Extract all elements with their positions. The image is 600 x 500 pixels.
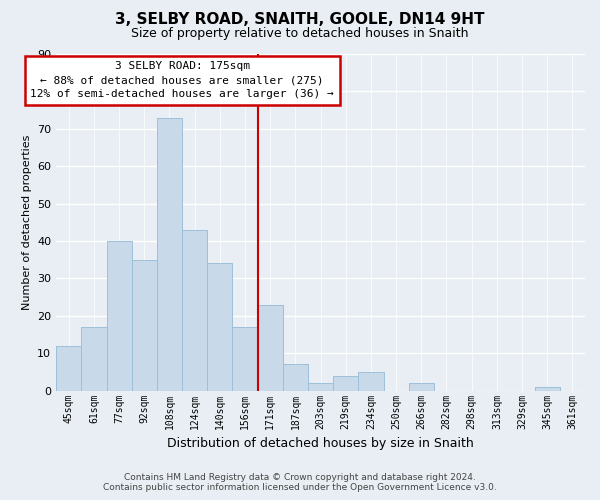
Bar [82, 327, 107, 390]
Bar [308, 383, 333, 390]
Text: 3, SELBY ROAD, SNAITH, GOOLE, DN14 9HT: 3, SELBY ROAD, SNAITH, GOOLE, DN14 9HT [115, 12, 485, 28]
Bar [207, 264, 232, 390]
Bar [132, 260, 157, 390]
Bar [333, 376, 358, 390]
Text: Size of property relative to detached houses in Snaith: Size of property relative to detached ho… [131, 28, 469, 40]
X-axis label: Distribution of detached houses by size in Snaith: Distribution of detached houses by size … [167, 437, 474, 450]
Bar [358, 372, 383, 390]
Bar [409, 383, 434, 390]
Bar [157, 118, 182, 390]
Text: 3 SELBY ROAD: 175sqm
← 88% of detached houses are smaller (275)
12% of semi-deta: 3 SELBY ROAD: 175sqm ← 88% of detached h… [30, 62, 334, 100]
Bar [283, 364, 308, 390]
Bar [182, 230, 207, 390]
Y-axis label: Number of detached properties: Number of detached properties [22, 134, 32, 310]
Bar [107, 241, 132, 390]
Bar [56, 346, 82, 391]
Bar [535, 387, 560, 390]
Bar [232, 327, 257, 390]
Text: Contains HM Land Registry data © Crown copyright and database right 2024.
Contai: Contains HM Land Registry data © Crown c… [103, 473, 497, 492]
Bar [257, 304, 283, 390]
